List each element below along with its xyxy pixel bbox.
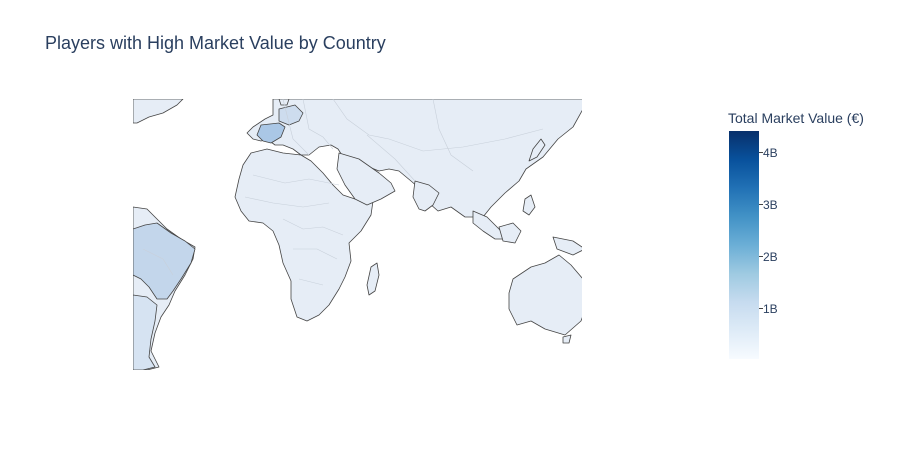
- country-argentina[interactable]: [133, 294, 158, 370]
- country-borders: [142, 99, 544, 286]
- country-madagascar[interactable]: [366, 262, 380, 296]
- country-philippines[interactable]: [522, 194, 536, 216]
- colorbar-tick-1b: 1B: [763, 302, 778, 316]
- country-india[interactable]: [412, 180, 440, 212]
- country-australia[interactable]: [508, 254, 582, 336]
- country-africa[interactable]: [234, 148, 374, 322]
- country-borneo[interactable]: [498, 222, 522, 244]
- colorbar-gradient: [729, 131, 759, 359]
- colorbar-tickmark: [759, 256, 763, 257]
- colorbar-tickmark: [759, 152, 763, 153]
- landmasses: [133, 99, 582, 370]
- colorbar-tick-4b: 4B: [763, 146, 778, 160]
- colorbar-title: Total Market Value (€): [728, 110, 864, 126]
- colorbar-tickmark: [759, 204, 763, 205]
- map-svg: [133, 99, 582, 370]
- country-iceland[interactable]: [133, 99, 184, 124]
- country-new-guinea[interactable]: [552, 236, 582, 256]
- choropleth-map[interactable]: [133, 99, 582, 370]
- colorbar-tick-2b: 2B: [763, 250, 778, 264]
- chart-title: Players with High Market Value by Countr…: [45, 33, 386, 53]
- country-france[interactable]: [278, 104, 304, 126]
- country-tasmania[interactable]: [562, 334, 572, 344]
- colorbar-tick-3b: 3B: [763, 198, 778, 212]
- colorbar-tickmark: [759, 308, 763, 309]
- country-japan[interactable]: [528, 138, 546, 162]
- country-indonesia[interactable]: [472, 210, 510, 240]
- country-arabia[interactable]: [336, 152, 396, 206]
- country-spain[interactable]: [256, 122, 286, 144]
